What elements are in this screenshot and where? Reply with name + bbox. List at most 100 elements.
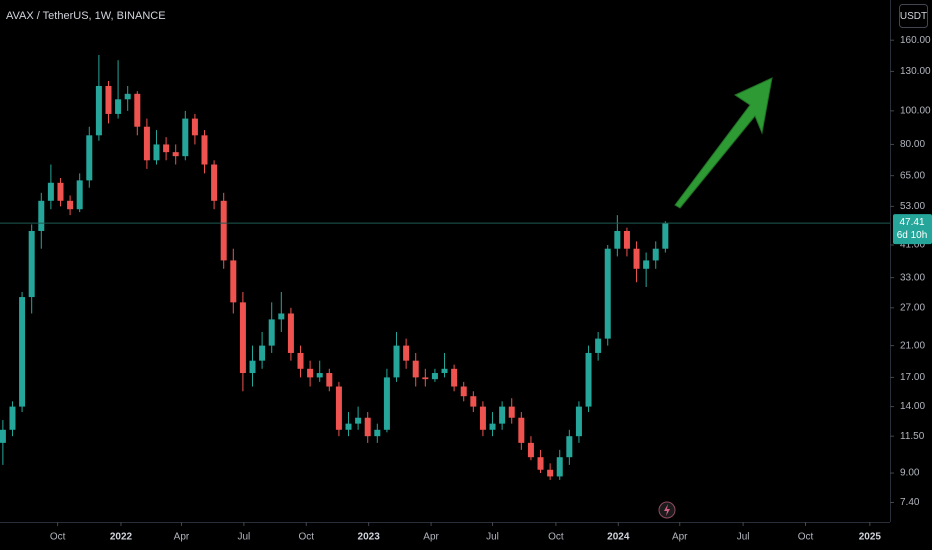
candle-body [537, 457, 544, 470]
price-label: 47.41 [899, 217, 924, 228]
candle-body [67, 200, 74, 210]
candle-body [0, 429, 6, 443]
candle-body [460, 386, 467, 397]
candle-body [441, 368, 448, 374]
candle-body [412, 360, 419, 378]
candle-body [47, 182, 54, 201]
x-tick-label: Oct [548, 532, 564, 543]
candle-body [556, 457, 563, 477]
candle-body [527, 442, 534, 458]
candle-body [547, 469, 554, 477]
candle-body [134, 93, 141, 127]
candle-body [662, 223, 669, 249]
candle-body [115, 99, 122, 114]
y-tick-label: 41.00 [900, 240, 925, 251]
candle-body [585, 352, 592, 407]
candle-body [28, 230, 35, 298]
arrow-annotation [674, 77, 773, 209]
y-tick-label: 7.40 [900, 497, 920, 508]
y-tick-label: 27.00 [900, 302, 925, 313]
candle-body [124, 93, 131, 100]
candle-body [230, 260, 237, 303]
candle-body [422, 377, 429, 380]
candle-body [652, 248, 659, 261]
candle-body [143, 126, 150, 161]
candle-body [249, 360, 256, 374]
candle-body [566, 436, 573, 458]
candle-body [172, 152, 179, 157]
y-tick-label: 9.00 [900, 468, 920, 479]
candle-body [393, 345, 400, 378]
x-tick-label: Jul [737, 532, 750, 543]
currency-button[interactable] [899, 4, 928, 28]
y-tick-label: 21.00 [900, 340, 925, 351]
candle-body [374, 429, 381, 437]
candle-body [220, 200, 227, 261]
candle-body [643, 260, 650, 269]
candle-body [326, 373, 333, 387]
candle-body [86, 135, 93, 181]
candle-body [268, 319, 275, 346]
candle-body [259, 345, 266, 361]
candle-body [479, 406, 486, 430]
candle-body [575, 406, 582, 437]
y-tick-label: 17.00 [900, 372, 925, 383]
candle-body [19, 297, 26, 407]
candle-body [278, 313, 285, 320]
candle-body [38, 200, 45, 231]
candle-body [316, 373, 323, 378]
candle-body [499, 406, 506, 424]
x-tick-label: Apr [672, 532, 688, 543]
x-tick-label: Oct [798, 532, 814, 543]
candle-body [287, 313, 294, 353]
candle-body [364, 417, 371, 437]
candle-body [335, 386, 342, 430]
x-tick-label: 2022 [110, 532, 133, 543]
x-tick-label: Apr [423, 532, 439, 543]
candle-body [470, 396, 477, 407]
candle-body [614, 230, 621, 249]
y-tick-label: 100.00 [900, 106, 931, 117]
candle-body [76, 180, 83, 210]
y-tick-label: 80.00 [900, 139, 925, 150]
candle-body [9, 406, 16, 430]
candle-body [57, 182, 64, 201]
x-tick-label: 2023 [358, 532, 381, 543]
x-tick-label: Jul [237, 532, 250, 543]
candle-body [182, 118, 189, 157]
candle-body [163, 144, 170, 153]
candle-body [307, 368, 314, 378]
candle-body [191, 118, 198, 136]
event-icon-bolt [664, 504, 670, 516]
x-tick-label: Oct [298, 532, 314, 543]
candle-body [431, 373, 438, 380]
y-tick-label: 33.00 [900, 272, 925, 283]
candle-body [508, 406, 515, 418]
x-tick-label: Oct [50, 532, 66, 543]
y-tick-label: 130.00 [900, 66, 931, 77]
countdown-label: 6d 10h [897, 230, 928, 241]
y-tick-label: 14.00 [900, 401, 925, 412]
candle-body [383, 377, 390, 430]
candle-body [95, 85, 102, 136]
candle-body [403, 345, 410, 361]
plot: 160.00 130.00 100.00 80.00 65.00 53.00 41.00 33… [0, 35, 932, 543]
candle-body [201, 135, 208, 165]
y-tick-label: 53.00 [900, 201, 925, 212]
y-tick-label: 160.00 [900, 35, 931, 46]
x-tick-label: Apr [174, 532, 190, 543]
chart-title: AVAX / TetherUS, 1W, BINANCE [6, 10, 166, 22]
candle-body [345, 423, 352, 430]
candle-body [604, 248, 611, 339]
x-tick-label: 2025 [859, 532, 882, 543]
currency-label[interactable]: USDT [900, 11, 927, 22]
candle-body [633, 248, 640, 269]
x-tick-label: Jul [486, 532, 499, 543]
x-tick-label: 2024 [607, 532, 630, 543]
candle-body [489, 423, 496, 430]
candle-body [623, 230, 630, 249]
candle-body [211, 164, 218, 201]
candle-body [451, 368, 458, 387]
candle-body [297, 352, 304, 369]
